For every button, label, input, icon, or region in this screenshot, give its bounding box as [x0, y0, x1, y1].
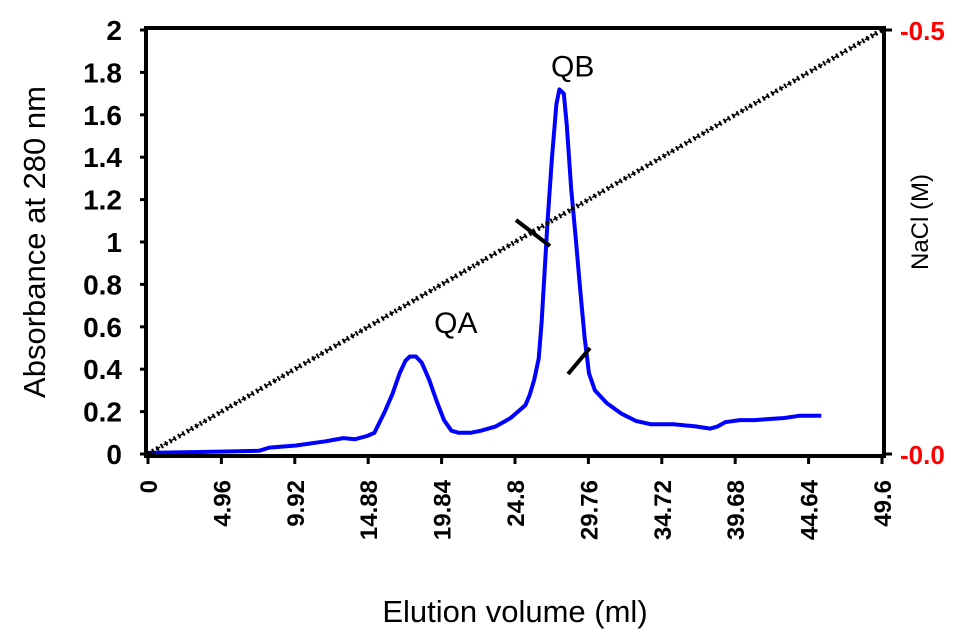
fraction-marker: [566, 346, 592, 376]
y-tick-label: 1: [106, 227, 122, 258]
y2-tick-label: -0.5: [900, 16, 945, 46]
x-tick-label: 4.96: [209, 480, 236, 527]
annotation-qb: QB: [551, 51, 594, 84]
y2-axis-label: NaCl (M): [907, 174, 934, 270]
x-tick-label: 29.76: [576, 480, 603, 540]
x-axis-label: Elution volume (ml): [382, 594, 647, 629]
x-tick-label: 0: [136, 480, 163, 493]
x-tick-label: 9.92: [283, 480, 310, 527]
x-tick-label: 19.84: [430, 479, 457, 540]
absorbance-line: [147, 87, 822, 455]
nacl-gradient-line-overlay: [147, 29, 883, 455]
tick-labels: 0 0.2 0.4 0.6 0.8 1 1.2 1.4 1.6 1.8 2 0 4.96 9.92 14.8…: [83, 15, 945, 540]
y-tick-label: 0.4: [83, 354, 122, 385]
x-tick-label: 34.72: [650, 480, 677, 540]
tick-marks: [140, 28, 892, 464]
y-axis-label: Absorbance at 280 nm: [17, 86, 52, 398]
annotation-qa: QA: [434, 307, 477, 340]
fraction-marker: [514, 218, 552, 248]
x-tick-label: 49.6: [870, 480, 897, 527]
x-tick-label: 14.88: [356, 480, 383, 540]
y-tick-label: 0.2: [83, 397, 122, 428]
y-tick-label: 0.6: [83, 312, 122, 343]
y-tick-label: 0.8: [83, 269, 122, 300]
plot-marks: [146, 27, 884, 457]
y2-tick-label: -0.0: [900, 440, 945, 470]
x-tick-label: 39.68: [723, 480, 750, 540]
y-tick-label: 1.4: [83, 142, 122, 173]
x-tick-label: 24.8: [503, 480, 530, 527]
y-tick-label: 1.8: [83, 57, 122, 88]
y-tick-label: 2: [106, 15, 122, 46]
x-tick-label: 44.64: [797, 479, 824, 540]
y-tick-label: 1.2: [83, 185, 122, 216]
y-tick-label: 1.6: [83, 100, 122, 131]
y-tick-label: 0: [106, 439, 122, 470]
